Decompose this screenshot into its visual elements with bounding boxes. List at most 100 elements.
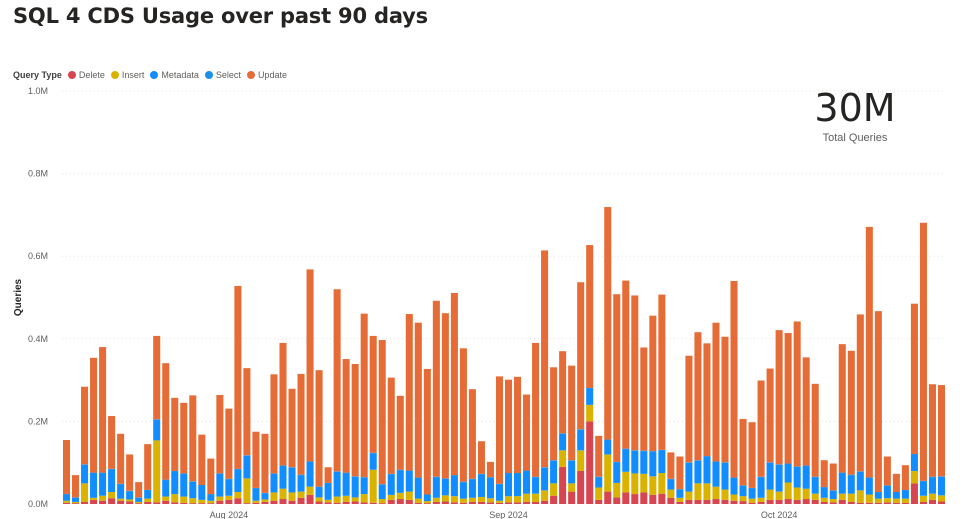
bar-segment-insert	[324, 499, 332, 503]
bar-segment-delete	[405, 499, 413, 504]
bar-segment-metadata	[919, 481, 927, 496]
bar-segment-metadata	[378, 484, 386, 500]
bar-segment-delete	[595, 499, 603, 504]
bar-segment-update	[72, 475, 80, 498]
bar-segment-delete	[117, 500, 125, 504]
bar-segment-update	[270, 374, 278, 474]
bar-segment-update	[523, 394, 531, 471]
bar-segment-select	[369, 452, 377, 454]
bar-segment-select	[486, 477, 494, 478]
bar-segment-insert	[297, 491, 305, 498]
bar-segment-select	[658, 449, 666, 451]
bar-segment-select	[937, 476, 946, 477]
bar-segment-update	[252, 431, 260, 488]
bar-segment-update	[541, 250, 549, 468]
bar-segment-insert	[252, 500, 260, 503]
bar-segment-insert	[559, 450, 567, 467]
legend-item-delete[interactable]: Delete	[67, 70, 105, 80]
bar-segment-delete	[306, 494, 314, 504]
bar-segment-metadata	[270, 473, 278, 493]
bar-segment-metadata	[261, 493, 269, 500]
bar-segment-select	[694, 460, 702, 461]
bar-segment-insert	[937, 495, 946, 502]
bar-segment-delete	[838, 499, 846, 504]
bar-segment-update	[171, 397, 179, 471]
bar-segment-metadata	[631, 450, 639, 474]
bar-segment-delete	[62, 502, 71, 504]
bar-segment-delete	[90, 499, 98, 504]
bar-segment-update	[856, 314, 864, 472]
bar-segment-insert	[712, 486, 720, 500]
bar-segment-metadata	[297, 475, 305, 492]
bar-segment-update	[396, 395, 404, 470]
bar-segment-update	[694, 332, 702, 461]
bar-segment-delete	[703, 499, 711, 504]
bar-segment-metadata	[577, 429, 585, 451]
bar-segment-metadata	[486, 477, 494, 499]
bar-segment-update	[495, 376, 504, 484]
bar-segment-select	[252, 487, 260, 489]
bar-segment-select	[468, 478, 476, 480]
legend-dot-update	[246, 71, 255, 79]
bar-segment-insert	[261, 499, 269, 502]
bar-segment-metadata	[468, 479, 476, 498]
bar-segment-update	[360, 313, 368, 478]
bar-segment-select	[514, 473, 522, 474]
bar-segment-select	[180, 473, 188, 474]
bar-segment-delete	[811, 499, 819, 504]
bar-segment-metadata	[748, 488, 756, 499]
bar-segment-select	[225, 478, 233, 480]
bar-segment-select	[171, 470, 179, 472]
bar-segment-update	[441, 313, 449, 479]
bar-segment-insert	[351, 497, 359, 502]
legend-item-select[interactable]: Select	[204, 70, 241, 80]
bar-segment-select	[919, 480, 927, 482]
legend-label-insert: Insert	[121, 70, 145, 80]
bar-segment-delete	[234, 498, 242, 504]
bar-segment-update	[838, 344, 846, 473]
bar-segment-delete	[198, 503, 206, 504]
bar-segment-select	[838, 472, 846, 474]
bar-segment-metadata	[739, 485, 747, 497]
bar-segment-delete	[667, 497, 675, 504]
bar-segment-metadata	[892, 492, 900, 499]
bar-segment-delete	[685, 499, 693, 504]
bar-segment-delete	[171, 502, 179, 504]
bar-segment-metadata	[504, 473, 513, 497]
bar-segment-delete	[342, 501, 350, 504]
bar-segment-update	[928, 384, 936, 477]
bar-segment-delete	[99, 500, 107, 504]
bar-segment-update	[550, 367, 558, 461]
bar-segment-update	[180, 402, 188, 474]
bar-segment-metadata	[775, 464, 783, 492]
bar-segment-delete	[189, 503, 197, 504]
bar-segment-metadata	[586, 388, 594, 405]
bar-segment-insert	[405, 491, 413, 500]
bar-segment-insert	[387, 494, 395, 500]
bar-segment-delete	[604, 491, 612, 504]
bar-segment-metadata	[306, 461, 314, 487]
bar-segment-select	[135, 497, 143, 498]
bar-segment-select	[793, 466, 801, 467]
bar-segment-delete	[351, 501, 359, 504]
bar-segment-metadata	[198, 485, 206, 500]
bar-segment-metadata	[135, 497, 143, 502]
legend-item-update[interactable]: Update	[246, 70, 287, 80]
bar-segment-metadata	[180, 473, 188, 497]
bar-segment-insert	[829, 499, 837, 503]
bar-segment-update	[874, 311, 882, 493]
bar-segment-insert	[793, 487, 801, 500]
bar-segment-insert	[874, 498, 882, 503]
bar-segment-metadata	[829, 490, 837, 500]
bar-segment-metadata	[108, 469, 116, 493]
bar-segment-select	[351, 476, 359, 477]
bar-segment-metadata	[441, 478, 449, 496]
x-tick-label: Oct 2024	[761, 510, 798, 519]
legend-item-insert[interactable]: Insert	[110, 70, 145, 80]
bar-segment-insert	[901, 498, 909, 503]
bar-segment-select	[631, 450, 639, 451]
bar-segment-insert	[730, 494, 738, 501]
bar-segment-select	[829, 490, 837, 491]
legend-item-metadata[interactable]: Metadata	[150, 70, 199, 80]
bar-segment-metadata	[802, 466, 810, 489]
